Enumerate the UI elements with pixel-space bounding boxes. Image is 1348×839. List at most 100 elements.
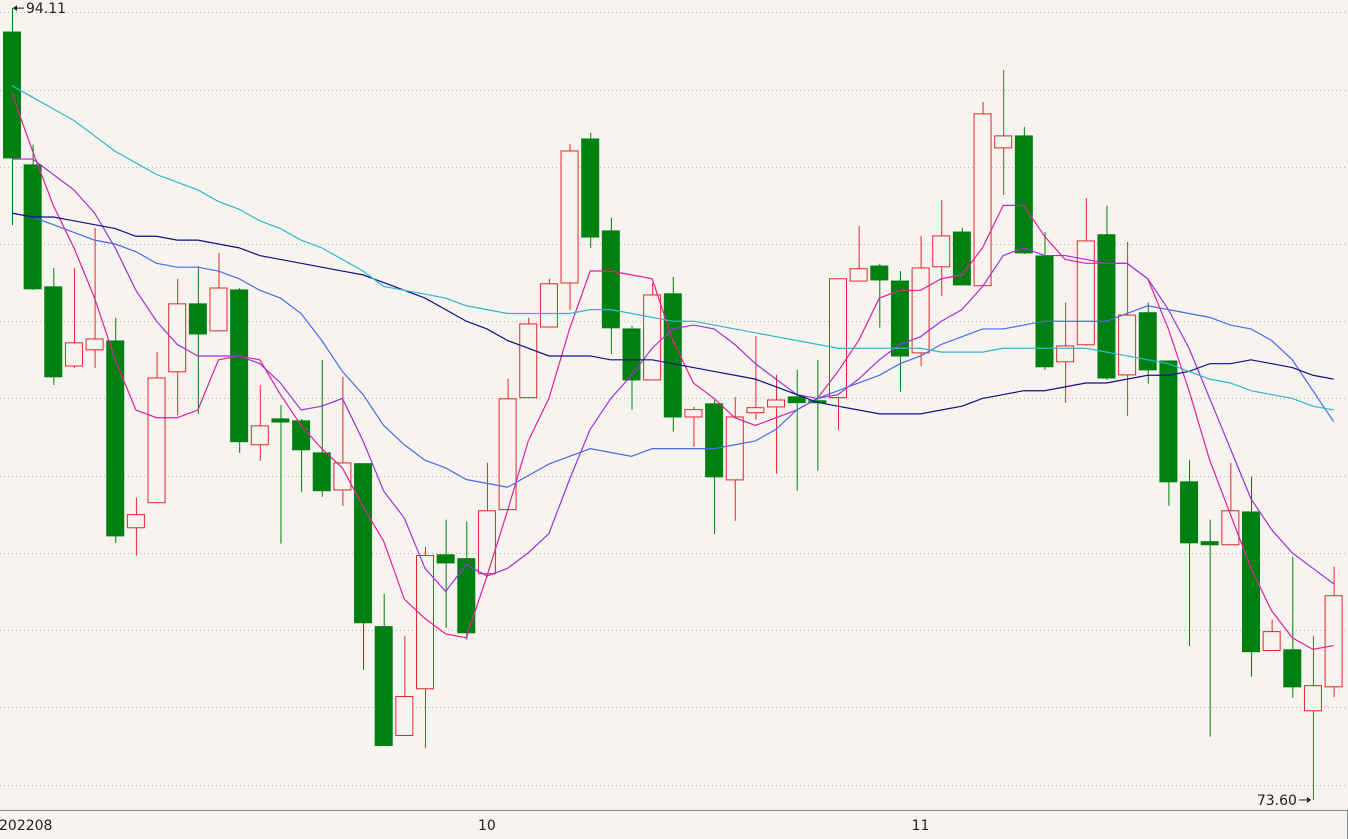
up-body: [64, 342, 83, 367]
up-body: [849, 268, 868, 282]
candle: [1118, 242, 1137, 416]
candle: [1283, 556, 1302, 698]
candle: [1262, 619, 1281, 652]
up-body: [209, 287, 228, 332]
candle: [622, 325, 641, 410]
up-body: [477, 510, 496, 575]
moving-average-line: [12, 158, 1334, 593]
down-body: [354, 463, 373, 624]
candle: [994, 69, 1013, 195]
candle: [354, 463, 373, 670]
candle: [787, 369, 806, 491]
x-tick-label: 10: [478, 818, 496, 834]
up-body: [1303, 685, 1322, 712]
candle: [581, 132, 600, 248]
up-body: [168, 303, 187, 373]
up-body: [973, 113, 992, 287]
up-body: [1221, 510, 1240, 546]
low-marker-arrowhead: [1306, 796, 1311, 803]
down-body: [1035, 255, 1054, 368]
down-body: [188, 303, 207, 335]
candle: [85, 227, 104, 368]
candle: [126, 497, 145, 556]
candle: [271, 405, 290, 544]
up-body: [829, 278, 847, 399]
down-body: [622, 328, 641, 381]
up-body: [1118, 314, 1137, 376]
down-body: [663, 293, 682, 418]
candle: [663, 276, 682, 432]
moving-average-line: [11, 212, 1335, 488]
candle: [106, 317, 125, 543]
candle: [64, 267, 83, 368]
candle: [374, 593, 393, 747]
candle: [436, 519, 455, 628]
candle: [1097, 205, 1116, 380]
candle: [312, 359, 331, 497]
down-body: [436, 554, 455, 564]
x-tick-label: 202208: [0, 818, 52, 834]
down-body: [374, 626, 393, 747]
down-body: [1242, 511, 1260, 653]
low-marker-label: 73.60: [1257, 793, 1297, 809]
down-body: [1138, 312, 1157, 371]
up-body: [416, 555, 434, 690]
candle: [601, 217, 620, 355]
up-body: [643, 294, 662, 381]
candle: [1056, 302, 1075, 403]
down-body: [787, 396, 806, 404]
candle: [539, 278, 558, 328]
candle: [1303, 635, 1322, 800]
down-body: [1014, 135, 1033, 254]
candle: [44, 267, 63, 385]
candle: [870, 263, 889, 328]
candle: [147, 351, 166, 504]
candle: [973, 101, 992, 287]
down-body: [890, 280, 909, 357]
candle: [1180, 459, 1199, 646]
up-body: [994, 135, 1013, 149]
candle: [849, 225, 868, 282]
up-body: [1056, 345, 1075, 363]
up-body: [250, 425, 269, 446]
up-body: [498, 398, 517, 511]
candle: [952, 227, 971, 286]
up-body: [539, 283, 558, 328]
candle: [1324, 566, 1343, 697]
down-body: [1159, 360, 1178, 483]
candle: [746, 335, 765, 420]
down-body: [1283, 649, 1302, 688]
up-body: [1262, 631, 1281, 652]
candle: [1076, 198, 1095, 346]
up-body: [911, 267, 930, 354]
up-body: [1324, 595, 1343, 688]
up-body: [560, 150, 579, 284]
down-body: [1200, 541, 1219, 546]
up-body: [395, 695, 414, 736]
down-body: [601, 230, 620, 329]
down-body: [106, 340, 125, 537]
down-body: [271, 418, 290, 423]
candle: [705, 399, 724, 534]
up-body: [147, 377, 166, 504]
candle: [457, 521, 476, 640]
candle: [416, 546, 434, 748]
down-body: [581, 138, 600, 238]
candle: [230, 288, 249, 453]
up-body: [684, 409, 703, 418]
high-marker-label: 94.11: [26, 1, 66, 17]
candle: [1221, 462, 1240, 546]
down-body: [952, 231, 971, 286]
candle: [560, 144, 579, 311]
x-tick-label: 11: [912, 818, 930, 834]
candle: [250, 384, 269, 461]
candle: [1159, 360, 1178, 506]
candle: [188, 266, 207, 414]
candle: [829, 278, 847, 430]
down-body: [312, 452, 331, 492]
up-body: [725, 416, 744, 481]
candle: [209, 252, 228, 332]
down-body: [23, 164, 42, 290]
